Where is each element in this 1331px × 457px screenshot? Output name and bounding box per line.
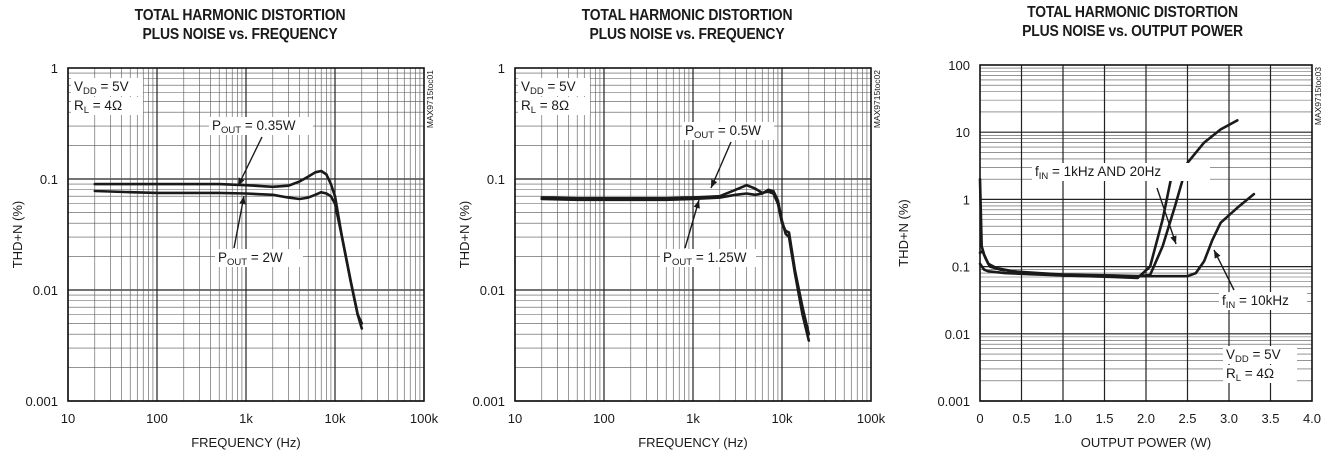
chart-plot-area: 0.001 0.01 0.1 1 10 100 1k 10k 100k FREQUENCY (Hz…	[457, 61, 886, 450]
x-tick-label: 10k	[772, 411, 793, 426]
chart-title-line2: PLUS NOISE vs. FREQUENCY	[589, 26, 785, 43]
y-tick-label: 0.1	[40, 172, 58, 187]
x-tick-label: 2.5	[1178, 411, 1196, 426]
chart-plot-area: 0.001 0.01 0.1 1 10 100 1k 10k 100k FREQUENCY (Hz…	[10, 61, 439, 450]
plot-frame	[514, 67, 872, 402]
x-axis-label: FREQUENCY (Hz)	[191, 435, 301, 450]
y-axis-label: THD+N (%)	[457, 201, 472, 269]
x-tick-label: 0	[976, 411, 983, 426]
condition-vdd: VDD = 5V	[74, 79, 129, 97]
x-axis-label: OUTPUT POWER (W)	[1081, 435, 1211, 450]
x-tick-label: 1k	[239, 411, 253, 426]
series-line-1	[978, 119, 1239, 278]
condition-rl: RL = 4Ω	[1226, 366, 1274, 384]
series-line-3	[978, 192, 1256, 278]
annotation-pout-0-5w: POUT = 0.5W	[685, 123, 761, 141]
x-tick-label: 2.0	[1137, 411, 1155, 426]
series-line-2	[540, 188, 811, 342]
grid	[514, 68, 871, 402]
plot-frame	[67, 67, 425, 402]
chart-panel-thd-vs-output-power: TOTAL HARMONIC DISTORTION PLUS NOISE vs.…	[894, 0, 1331, 457]
y-tick-label: 0.1	[487, 172, 505, 187]
chart-title-line1: TOTAL HARMONIC DISTORTION	[134, 7, 346, 24]
annotation-arrow-1-25w-head	[693, 200, 700, 209]
condition-rl-bg	[1223, 365, 1297, 383]
annotation-arrow-0-35w	[237, 136, 263, 187]
series-line-2	[978, 177, 1173, 280]
annotation-pout-0-5w-bg	[682, 122, 774, 140]
x-tick-label: 0.5	[1012, 411, 1030, 426]
condition-rl-bg	[71, 97, 143, 115]
annotation-pout-1-25w: POUT = 1.25W	[663, 250, 747, 268]
condition-vdd: VDD = 5V	[1226, 347, 1281, 365]
annotation-pout-1-25w-bg	[660, 249, 756, 267]
annotation-fin-10khz-bg	[1219, 292, 1307, 310]
annotation-arrow-fin-1khz-head	[1170, 235, 1177, 244]
x-tick-label: 1.5	[1095, 411, 1113, 426]
series-line-2	[93, 189, 364, 330]
annotation-pout-0-35w-bg	[209, 117, 313, 135]
chart-title-line1: TOTAL HARMONIC DISTORTION	[581, 7, 793, 24]
chart-title-line2: PLUS NOISE vs. FREQUENCY	[142, 26, 338, 43]
condition-rl: RL = 8Ω	[521, 98, 569, 116]
y-tick-label: 10	[956, 125, 970, 140]
x-tick-label: 10k	[325, 411, 346, 426]
series-line-1	[540, 183, 811, 336]
chart-plot-area: 0.001 0.01 0.1 1 10 100 0 0.5 1.0 1.5 2.0 2.5 3.0 3.5…	[896, 58, 1323, 450]
x-tick-label: 4.0	[1303, 411, 1321, 426]
part-number-label: MAX9715toc01	[425, 70, 435, 128]
y-tick-label: 1	[498, 61, 505, 76]
annotation-arrow-fin-1khz	[1156, 187, 1177, 245]
annotation-fin-1khz-20hz: fIN = 1kHz AND 20Hz	[1035, 164, 1161, 182]
x-tick-label: 100	[593, 411, 615, 426]
y-axis-label: THD+N (%)	[10, 201, 25, 269]
annotation-pout-2w-bg	[215, 249, 303, 267]
chart-title-line2: PLUS NOISE vs. OUTPUT POWER	[1022, 23, 1243, 40]
x-tick-label: 100k	[410, 411, 439, 426]
part-number-label: MAX9715toc02	[872, 70, 882, 128]
condition-vdd-bg	[518, 78, 590, 96]
x-tick-label: 10	[508, 411, 522, 426]
annotation-fin-1khz-20hz-bg	[1032, 163, 1210, 181]
x-tick-label: 100	[146, 411, 168, 426]
condition-vdd: VDD = 5V	[521, 79, 576, 97]
annotation-arrow-fin-10khz-head	[1214, 250, 1221, 259]
annotation-pout-2w: POUT = 2W	[218, 250, 283, 268]
annotation-arrow-2w-head	[239, 196, 246, 205]
condition-vdd-bg	[71, 78, 143, 96]
plot-frame	[979, 64, 1313, 402]
y-tick-label: 0.01	[480, 283, 505, 298]
y-tick-label: 0.001	[937, 394, 970, 409]
annotation-arrow-0-5w-head	[711, 179, 718, 188]
chart-title-line1: TOTAL HARMONIC DISTORTION	[1027, 4, 1238, 21]
x-tick-label: 3.5	[1261, 411, 1279, 426]
y-tick-label: 0.1	[952, 260, 970, 275]
chart-panel-thd-vs-frequency-8ohm: TOTAL HARMONIC DISTORTION PLUS NOISE vs.…	[447, 0, 887, 457]
annotation-arrow-0-35w-head	[238, 177, 245, 186]
y-tick-label: 0.001	[472, 394, 505, 409]
y-tick-label: 0.001	[25, 394, 58, 409]
annotation-arrow-2w	[233, 195, 245, 249]
y-tick-label: 1	[963, 192, 970, 207]
x-tick-label: 10	[61, 411, 75, 426]
y-tick-label: 100	[948, 58, 970, 73]
x-tick-label: 1.0	[1054, 411, 1072, 426]
y-tick-label: 0.01	[33, 283, 58, 298]
part-number-label: MAX9715toc03	[1313, 67, 1323, 125]
x-tick-label: 100k	[857, 411, 886, 426]
annotation-arrow-0-5w	[710, 141, 732, 189]
annotation-pout-0-35w: POUT = 0.35W	[212, 118, 296, 136]
x-axis-label: FREQUENCY (Hz)	[638, 435, 748, 450]
condition-vdd-bg	[1223, 346, 1297, 364]
condition-rl-bg	[518, 97, 590, 115]
x-tick-label: 3.0	[1220, 411, 1238, 426]
y-axis-label: THD+N (%)	[896, 199, 911, 267]
chart-panel-thd-vs-frequency-4ohm: TOTAL HARMONIC DISTORTION PLUS NOISE vs.…	[0, 0, 440, 457]
x-tick-label: 1k	[686, 411, 700, 426]
condition-rl: RL = 4Ω	[74, 98, 122, 116]
y-tick-label: 1	[51, 61, 58, 76]
annotation-fin-10khz: fIN = 10kHz	[1222, 293, 1289, 311]
annotation-arrow-1-25w	[684, 199, 700, 249]
y-tick-label: 0.01	[945, 327, 970, 342]
